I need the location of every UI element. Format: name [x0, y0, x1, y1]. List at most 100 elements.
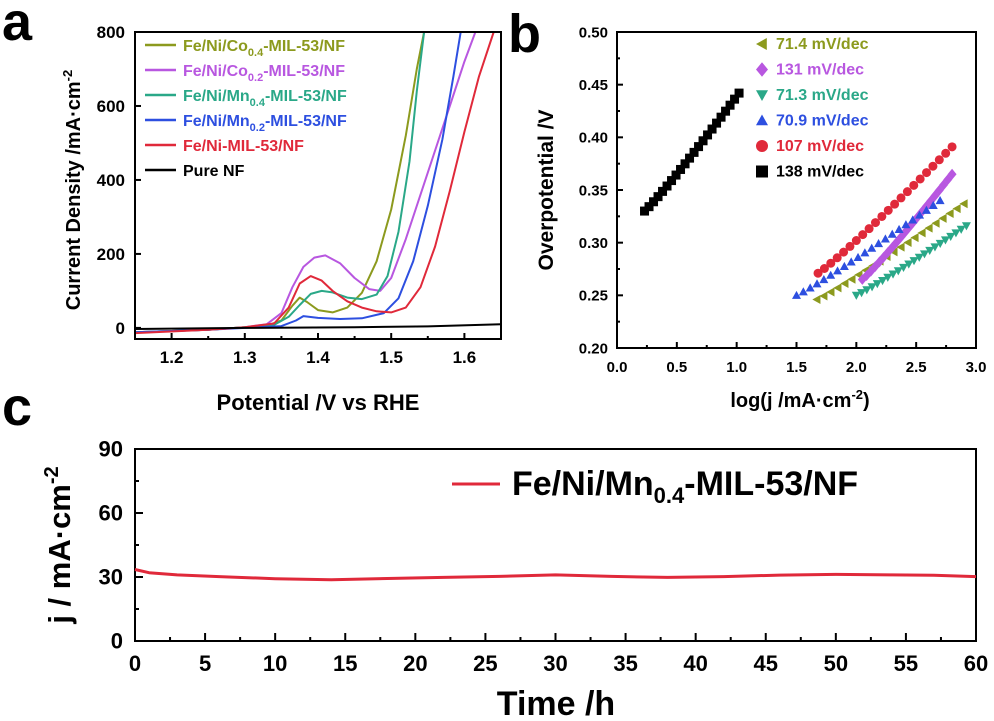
chart-b: 0.0 0.5 1.0 1.5 2.0 2.5 3.0 0.20 0.25 0.30 0.35 0.4…	[535, 24, 986, 412]
chart-b-point-s0-20	[952, 204, 961, 214]
chart-b-x-axis-title-cm: cm	[823, 390, 852, 412]
chart-b-point-s2-7	[888, 270, 898, 279]
chart-b-point-s2-19	[951, 229, 961, 238]
panel-letter-c: c	[2, 377, 32, 437]
chart-b-legend: 71.4 mV/dec 131 mV/dec 71.3 mV/dec 70.9 mV/…	[756, 36, 869, 181]
chart-b-point-s0-17	[931, 218, 940, 228]
chart-b-point-s5-3	[653, 192, 663, 202]
chart-a-x-axis-title: Potential /V vs RHE	[217, 390, 420, 415]
chart-b-point-s4-6	[851, 236, 861, 246]
chart-b-point-s3-18	[915, 210, 925, 219]
chart-b-point-s0-4	[840, 279, 849, 289]
chart-b-x-tick-label: 2.5	[906, 359, 927, 376]
chart-b-legend-marker	[756, 38, 767, 50]
chart-c-x-tick-label: 25	[473, 651, 497, 676]
chart-c-y-axis-title: j / mA·cm-2	[41, 466, 77, 624]
chart-b-y-tick-label: 0.20	[579, 340, 608, 357]
chart-b-point-s5-10	[685, 153, 695, 163]
chart-b-point-s1-0	[857, 274, 867, 285]
chart-c-legend-label: Fe/Ni/Mn0.4-MIL-53/NF	[512, 465, 858, 508]
chart-b-point-s4-20	[941, 148, 951, 158]
chart-a-series-line-4	[134, 31, 495, 335]
chart-b-point-s0-21	[959, 199, 968, 209]
chart-c-x-tick-label: 60	[964, 651, 988, 676]
chart-b-point-s2-0	[851, 291, 861, 300]
chart-b-legend-label: 131 mV/dec	[776, 62, 864, 79]
chart-c-x-tick-label: 20	[403, 651, 427, 676]
chart-b-point-s5-20	[730, 94, 740, 104]
chart-c-y-axis-title-cm: cm	[42, 484, 77, 529]
chart-c-ticks: 0 5 10 15 20 25 30 35 40 45 50 55 60 0 30 60 90	[99, 437, 989, 676]
chart-b-point-s5-5	[662, 181, 672, 191]
chart-b-point-s0-19	[945, 209, 954, 219]
chart-a-y-axis-title-cm: cm	[63, 81, 85, 110]
chart-a-legend-label: Fe/Ni/Co0.4-MIL-53/NF	[183, 38, 345, 59]
panel-letter-b: b	[508, 4, 541, 64]
chart-b-point-s4-1	[819, 263, 829, 273]
chart-a-legend-main: Fe/Ni/Co	[183, 63, 248, 80]
chart-b-x-tick-label: 0.0	[607, 359, 628, 376]
chart-b-point-s4-2	[826, 258, 836, 268]
chart-b-point-s2-1	[857, 289, 867, 298]
chart-b-series-layer	[640, 88, 971, 305]
chart-b-legend-marker	[756, 140, 768, 152]
chart-b-x-axis-title-main: log(j /mA	[730, 390, 816, 412]
chart-b-point-s5-9	[680, 159, 690, 169]
chart-b-point-s2-14	[925, 246, 935, 255]
chart-c-x-tick-label: 30	[543, 651, 567, 676]
chart-a-x-tick-label: 1.2	[160, 348, 184, 367]
chart-b-point-s0-5	[847, 274, 856, 284]
chart-b-point-s4-8	[864, 224, 874, 234]
chart-b-point-s4-18	[928, 161, 938, 171]
chart-c-legend-main: Fe/Ni/Mn	[512, 465, 654, 503]
chart-a-legend-sub: 0.4	[248, 47, 264, 59]
chart-b-point-s2-11	[909, 257, 919, 266]
chart-b-legend-marker	[756, 165, 768, 178]
chart-b-point-s1-20	[943, 174, 953, 186]
chart-a-y-tick-label: 800	[97, 23, 125, 42]
chart-c-x-tick-label: 45	[754, 651, 778, 676]
chart-c-legend-sub: 0.4	[654, 483, 685, 508]
chart-b-point-s1-2	[866, 265, 876, 277]
chart-a-x-tick-label: 1.3	[233, 348, 257, 367]
chart-a-y-tick-label: 200	[97, 245, 125, 264]
chart-b-point-s5-4	[658, 186, 668, 196]
chart-b-point-s4-9	[870, 218, 880, 228]
chart-b-point-s4-21	[947, 142, 957, 152]
chart-b-y-tick-label: 0.30	[579, 235, 608, 252]
chart-b-point-s4-15	[909, 180, 919, 190]
chart-b-point-s5-16	[712, 118, 722, 128]
chart-b-point-s3-3	[812, 279, 822, 288]
chart-b-point-s0-16	[924, 223, 933, 233]
chart-b-point-s5-6	[667, 176, 677, 186]
chart-a-legend-main: Fe/Ni-MIL-53/NF	[183, 138, 304, 155]
chart-b-point-s3-8	[846, 257, 856, 266]
chart-b-point-s0-14	[910, 233, 919, 243]
chart-b-point-s4-14	[902, 187, 912, 197]
chart-b-y-tick-label: 0.40	[579, 130, 608, 147]
chart-b-point-s3-2	[805, 283, 815, 292]
chart-b-point-s5-13	[698, 136, 708, 146]
chart-b-x-tick-label: 1.0	[726, 359, 747, 376]
chart-b-y-axis-title: Overpotential /V	[535, 109, 558, 270]
chart-b-point-s3-11	[867, 243, 877, 252]
chart-b-point-s3-6	[833, 266, 843, 275]
chart-b-legend-label: 107 mV/dec	[776, 138, 864, 155]
chart-b-point-s4-0	[813, 268, 823, 278]
chart-a-y-tick-label: 600	[97, 97, 125, 116]
chart-a-legend-sub: 0.2	[250, 122, 265, 134]
chart-b-point-s0-15	[917, 228, 926, 238]
chart-b-point-s3-0	[792, 290, 801, 299]
chart-c-y-axis-title-dot: ·	[42, 529, 77, 539]
chart-a-y-tick-label: 400	[97, 171, 125, 190]
chart-c-x-tick-label: 5	[199, 651, 211, 676]
chart-c-y-tick-label: 30	[99, 565, 123, 590]
chart-b-point-s4-4	[839, 247, 849, 257]
chart-b-point-s2-21	[961, 222, 971, 231]
chart-c-series-layer	[134, 568, 977, 582]
chart-c-x-tick-label: 10	[263, 651, 287, 676]
chart-b-point-s5-0	[640, 206, 650, 216]
chart-c-y-tick-label: 0	[111, 629, 123, 654]
chart-c: 0 5 10 15 20 25 30 35 40 45 50 55 60 0 30 60 90 Fe/Ni/Mn…	[41, 437, 988, 721]
chart-b-point-s4-7	[858, 230, 868, 240]
